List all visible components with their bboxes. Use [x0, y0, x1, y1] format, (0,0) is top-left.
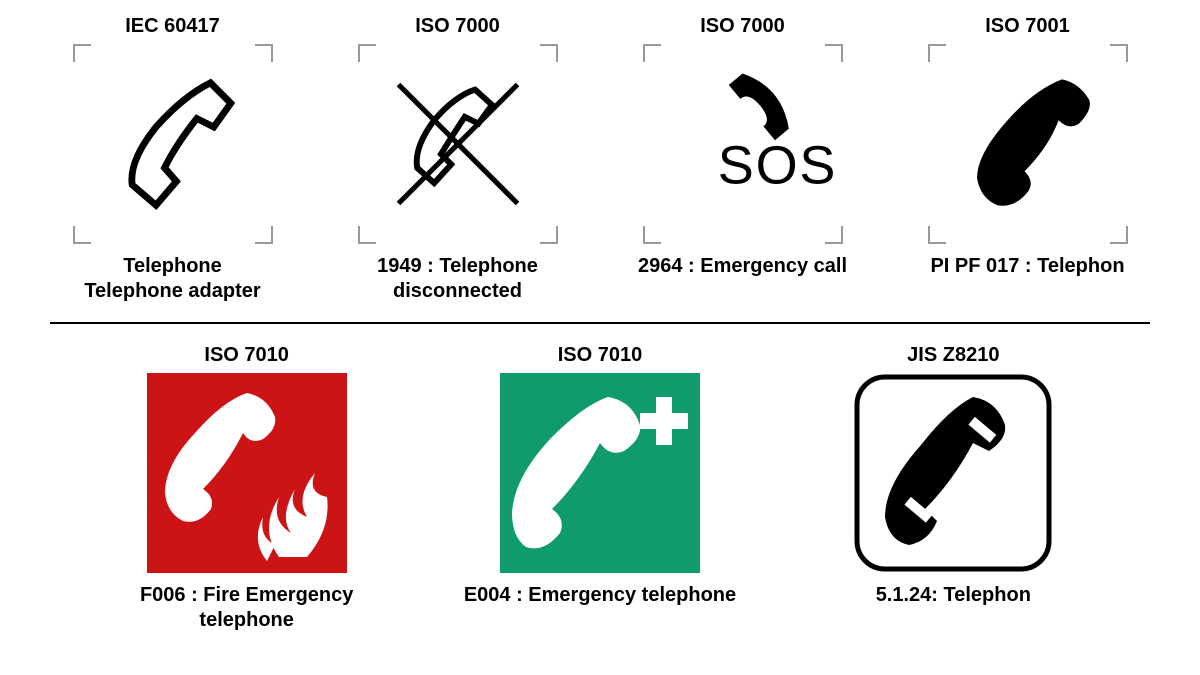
emergency-phone-icon: [500, 373, 700, 573]
telephone-outline-icon: [88, 59, 258, 229]
icon-emergency-call-sos: SOS: [643, 44, 843, 244]
cell-iso7000-1949: ISO 7000 1949 : Telephone disconnected: [318, 15, 598, 304]
standard-label: JIS Z8210: [907, 344, 999, 367]
fire-phone-icon: [147, 373, 347, 573]
cell-iso7000-2964: ISO 7000 SOS 2964 : Emergency call: [603, 15, 883, 279]
telephone-disconnected-icon: [373, 59, 543, 229]
cell-jis-z8210: JIS Z8210 5.1.24: Telephon: [813, 344, 1093, 608]
row-2: ISO 7010 F006 : Fire Emergency telephone…: [30, 344, 1170, 633]
standard-label: ISO 7000: [415, 15, 500, 38]
standard-label: ISO 7001: [985, 15, 1070, 38]
cell-iec-60417: IEC 60417 Telephone Telephone adapter: [33, 15, 313, 304]
icon-telephone-solid: [928, 44, 1128, 244]
cell-iso7010-e004: ISO 7010 E004 : Emergency telephone: [460, 344, 740, 608]
icon-fire-emergency-telephone: [147, 373, 347, 573]
icon-emergency-telephone: [500, 373, 700, 573]
standard-label: ISO 7000: [700, 15, 785, 38]
sos-phone-icon: SOS: [653, 54, 833, 234]
icon-telephone-outline: [73, 44, 273, 244]
row-divider: [50, 322, 1150, 324]
standard-label: IEC 60417: [125, 15, 220, 38]
standard-label: ISO 7010: [558, 344, 643, 367]
caption: Telephone Telephone adapter: [84, 254, 260, 304]
cell-iso7001: ISO 7001 PI PF 017 : Telephon: [888, 15, 1168, 279]
caption: 2964 : Emergency call: [638, 254, 847, 279]
caption: 5.1.24: Telephon: [876, 583, 1031, 608]
caption: PI PF 017 : Telephon: [930, 254, 1124, 279]
telephone-solid-icon: [943, 59, 1113, 229]
cell-iso7010-f006: ISO 7010 F006 : Fire Emergency telephone: [107, 344, 387, 633]
icon-telephone-jis: [853, 373, 1053, 573]
caption: E004 : Emergency telephone: [464, 583, 736, 608]
jis-phone-icon: [853, 373, 1053, 573]
sos-text: SOS: [717, 136, 832, 196]
caption: F006 : Fire Emergency telephone: [107, 583, 387, 633]
row-1: IEC 60417 Telephone Telephone adapter IS…: [30, 15, 1170, 304]
icon-telephone-disconnected: [358, 44, 558, 244]
caption: 1949 : Telephone disconnected: [318, 254, 598, 304]
standard-label: ISO 7010: [204, 344, 289, 367]
